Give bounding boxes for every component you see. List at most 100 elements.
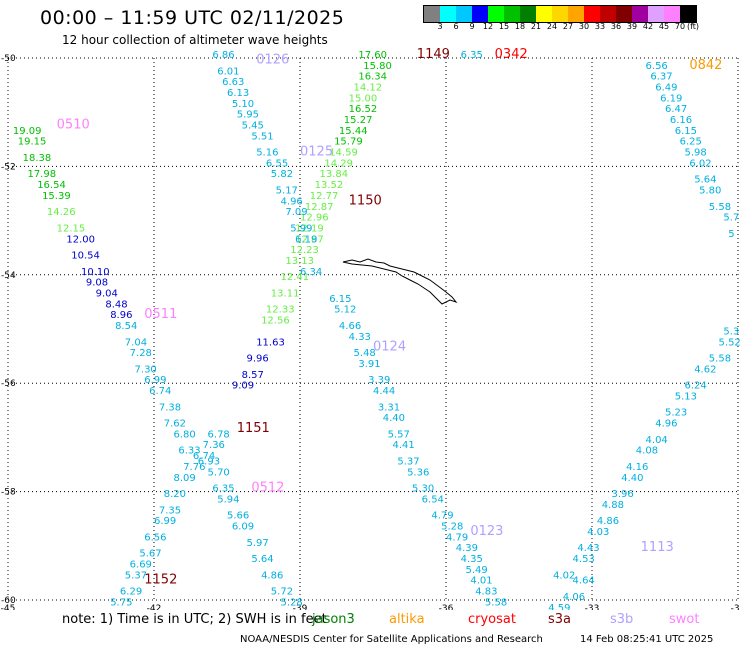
satellite-altika: altika <box>389 612 425 627</box>
wave-height-value: 8.54 <box>115 321 137 332</box>
colorbar-swatch <box>504 6 520 22</box>
wave-height-value: 9.04 <box>96 288 118 299</box>
wave-height-value: 12.33 <box>266 305 295 316</box>
pass-time-label: 1113 <box>641 540 674 555</box>
wave-height-value: 5.49 <box>465 565 487 576</box>
pass-time-label: 0124 <box>373 340 406 355</box>
pass-time-label: 1152 <box>144 573 177 588</box>
colorbar-tick: 24 <box>546 22 558 31</box>
wave-height-value: 13.11 <box>271 288 300 299</box>
wave-height-value: 18.38 <box>23 153 52 164</box>
pass-time-label: 0342 <box>495 47 528 62</box>
wave-height-value: 5.16 <box>256 148 278 159</box>
wave-height-value: 4.41 <box>392 440 414 451</box>
lat-label: -60 <box>1 596 16 606</box>
wave-height-value: 16.52 <box>349 104 378 115</box>
wave-height-value: 15.00 <box>349 93 378 104</box>
colorbar-tick: 6 <box>453 22 459 31</box>
wave-height-value: 6.02 <box>689 158 711 169</box>
pass-time-label: 0125 <box>300 145 333 160</box>
wave-height-value: 5.36 <box>407 467 429 478</box>
wave-height-value: 6.55 <box>266 158 288 169</box>
wave-height-value: 4.03 <box>587 527 609 538</box>
wave-height-value: 7.38 <box>159 402 181 413</box>
colorbar-swatch <box>424 6 440 22</box>
wave-height-value: 4.01 <box>470 576 492 587</box>
wave-height-value: 5.95 <box>237 110 259 121</box>
colorbar-tick: 45 <box>658 22 670 31</box>
wave-height-value: 12.96 <box>300 213 329 224</box>
wave-height-value: 8.09 <box>173 473 195 484</box>
wave-height-value: 5.64 <box>251 554 273 565</box>
wave-height-value: 12.19 <box>295 223 324 234</box>
wave-height-value: 5.66 <box>227 511 249 522</box>
colorbar-tick: 30 <box>578 22 590 31</box>
wave-height-map: -50 -52 -54 -56 -58 -60-45 -42 -39 -36 -33 -30 17.… <box>1 47 740 610</box>
satellite-swot: swot <box>669 612 700 627</box>
wave-height-value: 5.98 <box>684 148 706 159</box>
colorbar-tick: 18 <box>514 22 526 31</box>
wave-height-value: 6.99 <box>144 375 166 386</box>
colorbar-tick: 9 <box>469 22 475 31</box>
colorbar-swatch <box>488 6 504 22</box>
wave-height-value: 5.51 <box>251 131 273 142</box>
wave-height-value: 5.58 <box>485 597 507 608</box>
wave-height-value: 6.13 <box>227 88 249 99</box>
axis-labels: -50 -52 -54 -56 -58 -60-45 -42 -39 -36 -33 -30 <box>1 54 740 610</box>
wave-height-value: 5.82 <box>271 169 293 180</box>
wave-height-value: 6.15 <box>675 126 697 137</box>
wave-height-value: 17.98 <box>27 169 56 180</box>
pass-time-label: 0126 <box>256 52 289 67</box>
wave-height-value: 6.47 <box>665 104 687 115</box>
colorbar-tick: 3 <box>437 22 443 31</box>
colorbar-swatch <box>568 6 584 22</box>
colorbar-swatch <box>440 6 456 22</box>
wave-height-value: 15.27 <box>344 115 373 126</box>
wave-height-value: 5.64 <box>694 175 716 186</box>
wave-height-value: 10.10 <box>81 267 110 278</box>
wave-height-value: 6.74 <box>149 386 171 397</box>
wave-height-value: 5.30 <box>412 484 434 495</box>
lon-label: -45 <box>1 604 16 610</box>
wave-height-value: 4.40 <box>383 413 405 424</box>
gridlines <box>7 57 739 601</box>
wave-height-value: 9.08 <box>86 278 108 289</box>
wave-height-value: 4.79 <box>431 511 453 522</box>
lon-label: -42 <box>147 604 162 610</box>
pass-time-label: 1150 <box>349 193 382 208</box>
wave-height-value: 6.35 <box>212 484 234 495</box>
wave-height-value: 5.17 <box>276 186 298 197</box>
timestamp: 14 Feb 08:25:41 UTC 2025 <box>580 634 714 645</box>
satellite-cryosat: cryosat <box>468 612 516 627</box>
wave-height-value: 6.93 <box>198 457 220 468</box>
wave-height-value: 7.28 <box>130 348 152 359</box>
wave-height-value: 6.63 <box>222 77 244 88</box>
wave-height-value: 9.09 <box>232 381 254 392</box>
wave-height-value: 12.15 <box>57 223 86 234</box>
wave-height-value: 12.41 <box>281 272 310 283</box>
wave-height-value: 5.57 <box>388 429 410 440</box>
wave-height-value: 5.37 <box>397 457 419 468</box>
wave-height-value: 13.52 <box>315 180 344 191</box>
wave-height-value: 7.62 <box>164 419 186 430</box>
wave-height-value: 5.45 <box>242 120 264 131</box>
wave-height-value: 6.19 <box>295 234 317 245</box>
wave-height-value: 19.09 <box>13 126 42 137</box>
pass-time-label: 0123 <box>470 524 503 539</box>
wave-height-value: 5.10 <box>232 99 254 110</box>
wave-height-value: 5.28 <box>441 522 463 533</box>
colorbar-swatch <box>632 6 648 22</box>
wave-height-value: 5.23 <box>665 408 687 419</box>
wave-height-value: 5.72 <box>271 587 293 598</box>
colorbar-swatch <box>552 6 568 22</box>
wave-height-value: 6.33 <box>178 446 200 457</box>
wave-height-value: 4.40 <box>621 473 643 484</box>
colorbar-swatch <box>584 6 600 22</box>
pass-labels: 0126 0125 0510 1149 0342 0842 1150 0511 0124 1151… <box>57 47 723 588</box>
colorbar-unit: (ft) <box>686 22 700 31</box>
wave-height-value: 13.13 <box>285 256 314 267</box>
wave-height-value: 14.29 <box>324 158 353 169</box>
colorbar-swatch <box>680 6 696 22</box>
colorbar-tick: 36 <box>610 22 622 31</box>
wave-height-value: 5 <box>728 229 734 240</box>
